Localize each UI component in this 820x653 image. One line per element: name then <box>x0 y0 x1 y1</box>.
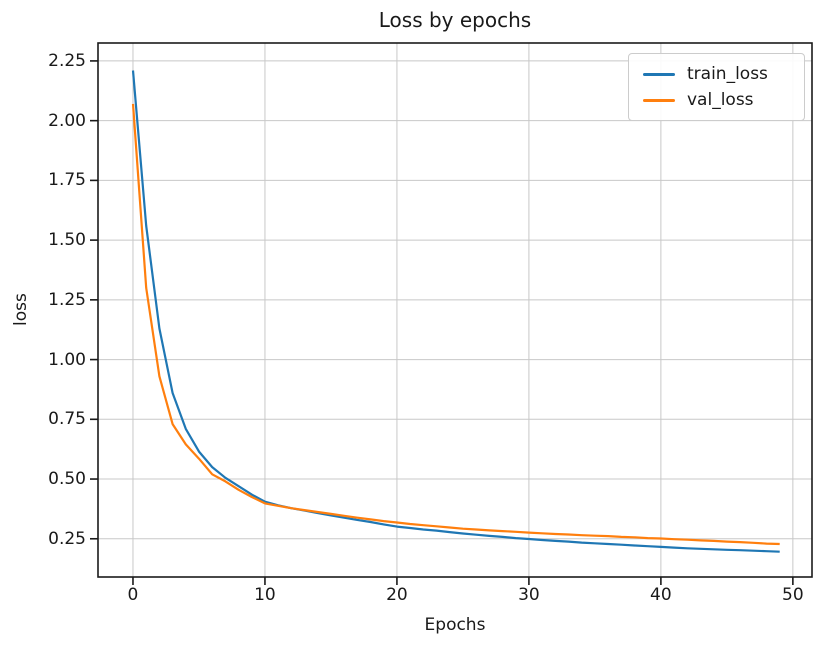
x-tick-label: 0 <box>127 585 139 605</box>
x-axis-label: Epochs <box>424 615 486 635</box>
y-tick-label: 2.25 <box>48 50 86 71</box>
x-tick-label: 30 <box>518 585 540 605</box>
x-tick-label: 50 <box>782 585 804 605</box>
x-tick-label: 10 <box>254 585 276 605</box>
y-tick-label: 2.00 <box>48 110 86 131</box>
chart-title: Loss by epochs <box>378 8 532 32</box>
y-tick-label: 0.75 <box>48 409 86 430</box>
series-line-val_loss <box>131 103 780 546</box>
y-tick-label: 1.75 <box>48 170 86 191</box>
legend-entry-train_loss: train_loss <box>639 61 794 87</box>
y-tick-label: 0.50 <box>48 469 86 490</box>
x-tick-label: 20 <box>386 585 408 605</box>
y-tick-label: 1.25 <box>48 289 86 310</box>
y-tick-label: 1.50 <box>48 230 86 251</box>
legend-line-sample <box>643 98 675 102</box>
y-tick-label: 0.25 <box>48 528 86 549</box>
legend-entry-val_loss: val_loss <box>639 87 794 113</box>
x-tick-label: 40 <box>650 585 672 605</box>
legend-line-sample <box>643 72 675 76</box>
series-line-train_loss <box>131 70 780 553</box>
plot-area <box>90 42 813 585</box>
legend-label: val_loss <box>687 90 754 110</box>
legend: train_loss val_loss <box>628 53 805 121</box>
y-tick-label: 1.00 <box>48 349 86 370</box>
axes-spines <box>97 42 813 578</box>
legend-label: train_loss <box>687 64 768 84</box>
